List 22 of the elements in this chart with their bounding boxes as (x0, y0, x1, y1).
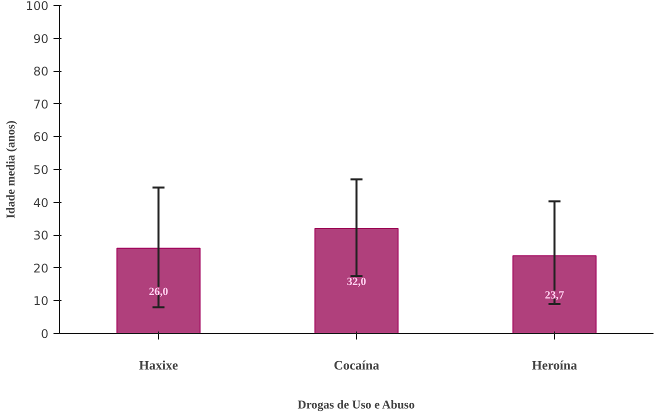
bar (116, 248, 201, 334)
y-tick-label: 70 (33, 97, 49, 112)
bar (314, 228, 399, 334)
y-tick-label: 30 (33, 228, 49, 243)
data-label: 32,0 (346, 276, 367, 288)
x-axis-title: Drogas de Uso e Abuso (298, 398, 415, 412)
y-tick-label: 10 (33, 294, 49, 308)
y-tick-label: 50 (33, 163, 49, 177)
x-tick-label: Haxixe (139, 358, 178, 372)
bar (512, 255, 597, 334)
y-tick-label: 80 (33, 64, 49, 79)
x-tick-label: Heroína (532, 358, 578, 372)
y-tick-label: 0 (40, 327, 49, 341)
y-tick-label: 60 (33, 130, 49, 144)
y-tick-label: 90 (33, 32, 49, 46)
x-tick-label: Cocaína (334, 358, 380, 372)
data-label: 26,0 (148, 286, 169, 298)
y-tick-label: 40 (33, 196, 49, 210)
data-label: 23,7 (544, 290, 565, 302)
y-tick-label: 100 (26, 0, 48, 13)
y-tick-label: 20 (33, 261, 49, 276)
y-axis-title: Idade media (anos) (4, 120, 18, 219)
